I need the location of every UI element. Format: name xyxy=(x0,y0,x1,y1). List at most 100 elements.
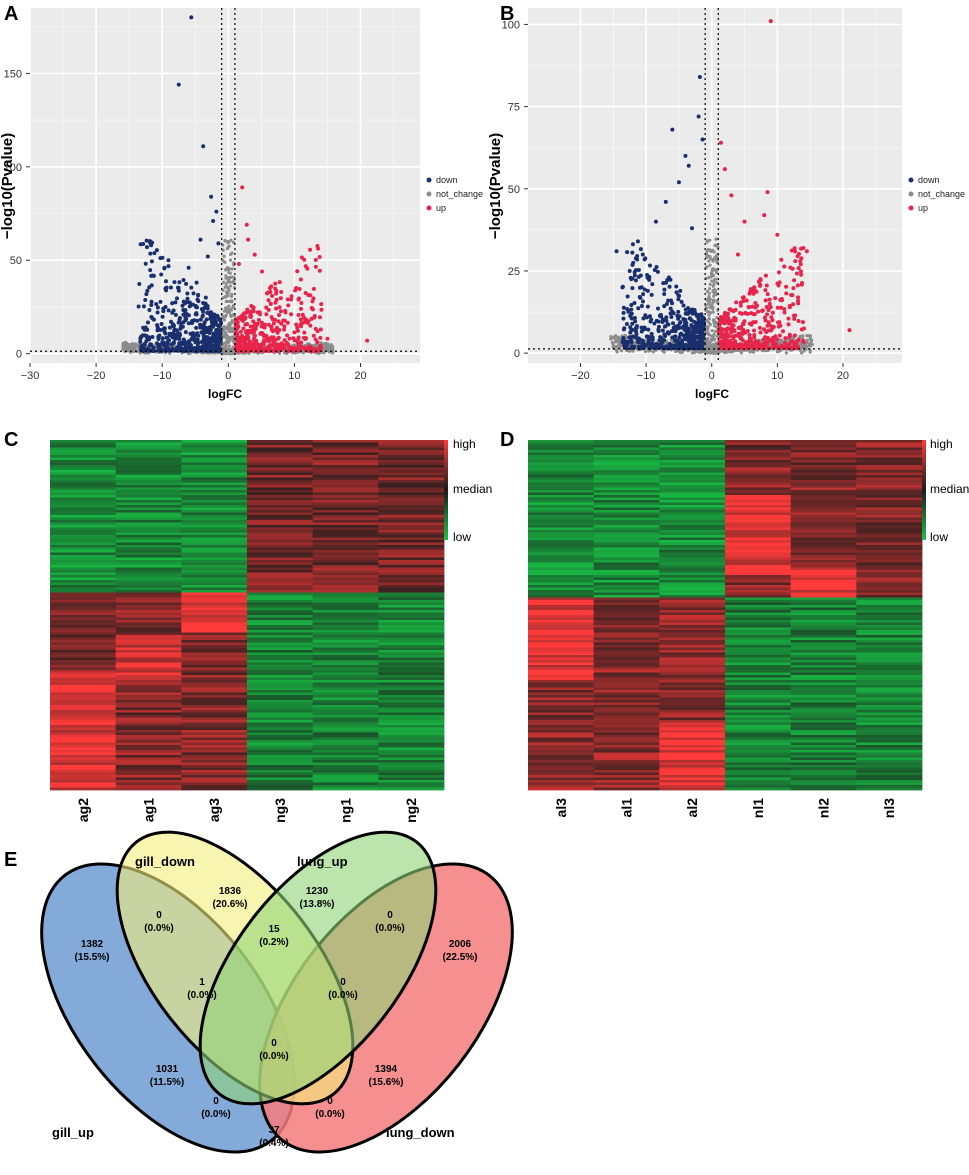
heatmap-cell xyxy=(247,610,313,613)
heatmap-cell xyxy=(116,613,182,616)
heatmap-cell xyxy=(181,728,247,731)
heatmap-cell xyxy=(378,695,444,698)
point-down xyxy=(137,282,141,286)
point-up xyxy=(286,303,290,307)
heatmap-cell xyxy=(247,630,313,633)
heatmap-cell xyxy=(181,670,247,673)
heatmap-cell xyxy=(378,738,444,741)
heatmap-cell xyxy=(313,578,379,581)
point-not-change xyxy=(222,255,225,258)
heatmap-cell xyxy=(116,505,182,508)
point-not-change xyxy=(223,261,226,264)
point-up xyxy=(739,327,743,331)
heatmap-cell xyxy=(116,528,182,531)
heatmap-cell xyxy=(247,568,313,571)
heatmap-cell xyxy=(181,675,247,678)
heatmap-cell xyxy=(116,533,182,536)
heatmap-cell xyxy=(181,565,247,568)
heatmap-cell xyxy=(181,615,247,618)
heatmap-cell xyxy=(181,505,247,508)
point-down xyxy=(183,312,187,316)
point-up xyxy=(269,302,273,306)
point-up xyxy=(280,341,284,345)
point-down xyxy=(635,257,639,261)
point-up xyxy=(314,258,318,262)
point-up xyxy=(304,264,308,268)
point-down xyxy=(693,310,697,314)
point-down xyxy=(166,264,170,268)
heatmap-cell xyxy=(378,508,444,511)
heatmap-cell xyxy=(116,755,182,758)
heatmap-cell xyxy=(378,608,444,611)
heatmap-cell xyxy=(313,558,379,561)
heatmap-cell xyxy=(181,553,247,556)
heatmap-cell xyxy=(50,548,116,551)
heatmap-cell xyxy=(313,520,379,523)
point-down xyxy=(148,342,152,346)
heatmap-cell xyxy=(181,500,247,503)
point-down xyxy=(164,288,168,292)
point-down xyxy=(663,333,667,337)
point-not-change xyxy=(805,334,808,337)
heatmap-cell xyxy=(313,470,379,473)
point-up xyxy=(264,306,268,310)
heatmap-cell xyxy=(116,695,182,698)
heatmap-cell xyxy=(378,468,444,471)
heatmap-cell xyxy=(247,458,313,461)
point-down xyxy=(169,320,173,324)
point-not-change xyxy=(709,264,712,267)
point-down xyxy=(652,321,656,325)
point-up xyxy=(252,306,256,310)
heatmap-cell xyxy=(247,488,313,491)
point-not-change xyxy=(691,351,694,354)
heatmap-cell xyxy=(313,725,379,728)
legend-a-up: up xyxy=(436,203,446,213)
heatmap-cell xyxy=(50,668,116,671)
point-down xyxy=(179,347,183,351)
point-up xyxy=(754,320,758,324)
point-down xyxy=(639,247,643,251)
point-down xyxy=(214,210,218,214)
point-not-change xyxy=(706,331,710,335)
heatmap-cell xyxy=(247,728,313,731)
point-down xyxy=(627,335,631,339)
heatmap-cell xyxy=(181,745,247,748)
point-down xyxy=(217,327,221,331)
heatmap-cell xyxy=(313,460,379,463)
heatmap-cell xyxy=(116,605,182,608)
heatmap-cell xyxy=(313,585,379,588)
point-up xyxy=(314,337,318,341)
point-down xyxy=(202,334,206,338)
point-down xyxy=(637,345,641,349)
heatmap-cell xyxy=(247,688,313,691)
heatmap-cell xyxy=(50,550,116,553)
point-down xyxy=(202,306,206,310)
heatmap-cell xyxy=(247,555,313,558)
heatmap-cell xyxy=(313,690,379,693)
heatmap-cell xyxy=(50,495,116,498)
point-not-change xyxy=(229,284,232,287)
point-down xyxy=(188,304,192,308)
point-down xyxy=(634,332,638,336)
heatmap-cell xyxy=(313,623,379,626)
point-down xyxy=(648,336,652,340)
point-down xyxy=(629,277,633,281)
point-down xyxy=(161,315,165,319)
point-not-change xyxy=(222,330,225,333)
point-not-change xyxy=(713,244,716,247)
point-up xyxy=(787,317,791,321)
point-down xyxy=(158,256,162,260)
heatmap-cell xyxy=(247,600,313,603)
y-tick-label: 0 xyxy=(514,348,520,360)
heatmap-cell xyxy=(313,513,379,516)
heatmap-cell xyxy=(247,668,313,671)
heatmap-cell xyxy=(116,523,182,526)
legend-b-notchange: not_change xyxy=(918,189,965,199)
heatmap-cell xyxy=(378,698,444,701)
heatmap-cell xyxy=(313,550,379,553)
point-not-change xyxy=(714,238,717,241)
heatmap-cell xyxy=(181,503,247,506)
heatmap-cell xyxy=(378,595,444,598)
heatmap-cell xyxy=(378,535,444,538)
